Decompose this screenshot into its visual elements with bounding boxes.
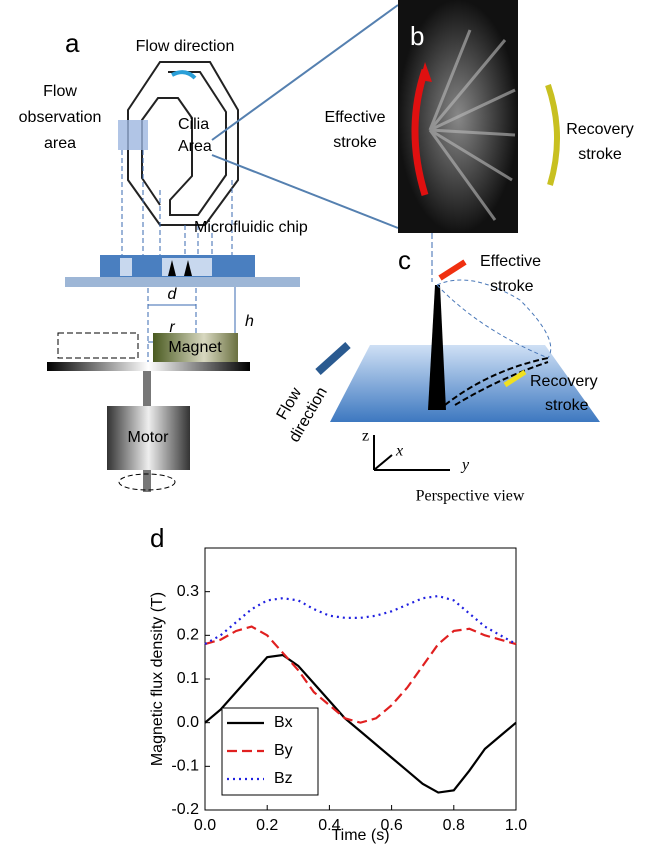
label: stroke bbox=[545, 397, 589, 414]
label: Effective bbox=[480, 253, 541, 270]
legend-label: By bbox=[274, 742, 293, 759]
label: Magnet bbox=[168, 339, 222, 356]
axis-label: y bbox=[460, 457, 470, 474]
label: stroke bbox=[490, 278, 534, 295]
x-tick-label: 0.0 bbox=[194, 817, 216, 834]
label: observation bbox=[19, 109, 102, 126]
y-axis-label: Magnetic flux density (T) bbox=[149, 592, 166, 766]
axis-label: x bbox=[395, 443, 403, 460]
label: stroke bbox=[578, 146, 622, 163]
label: Cilia bbox=[178, 116, 209, 133]
panel-label: a bbox=[65, 28, 80, 58]
magnet-alt bbox=[58, 333, 138, 358]
label: area bbox=[44, 135, 76, 152]
effective-arrow bbox=[440, 262, 465, 278]
observation-area bbox=[118, 120, 148, 150]
panel-label: c bbox=[398, 245, 411, 275]
platform bbox=[47, 362, 250, 371]
base bbox=[65, 277, 300, 287]
label: Recovery bbox=[530, 373, 598, 390]
caption: Perspective view bbox=[416, 488, 525, 505]
series-line bbox=[205, 596, 516, 644]
x-tick-label: 0.8 bbox=[443, 817, 465, 834]
label: Motor bbox=[128, 429, 170, 446]
y-tick-label: -0.1 bbox=[171, 758, 199, 775]
axis-label: z bbox=[362, 428, 369, 445]
y-tick-label: -0.2 bbox=[171, 801, 199, 818]
x-axis-label: Time (s) bbox=[331, 827, 389, 844]
y-tick-label: 0.1 bbox=[177, 670, 199, 687]
legend-label: Bz bbox=[274, 770, 293, 787]
shaft bbox=[143, 371, 151, 406]
legend-label: Bx bbox=[274, 714, 293, 731]
label: d bbox=[168, 286, 178, 303]
label: stroke bbox=[333, 134, 377, 151]
y-tick-label: 0.3 bbox=[177, 583, 199, 600]
y-tick-label: 0.2 bbox=[177, 627, 199, 644]
window bbox=[120, 258, 132, 276]
y-tick-label: 0.0 bbox=[177, 714, 199, 731]
connector bbox=[212, 155, 398, 228]
x-tick-label: 0.2 bbox=[256, 817, 278, 834]
label: Area bbox=[178, 138, 212, 155]
label: Microfluidic chip bbox=[194, 219, 308, 236]
label: Flow direction bbox=[136, 38, 235, 55]
recovery-arrow bbox=[548, 85, 557, 185]
panel-label: b bbox=[410, 21, 424, 51]
flow-arrow bbox=[318, 345, 348, 372]
x-tick-label: 1.0 bbox=[505, 817, 527, 834]
shaft bbox=[143, 470, 151, 492]
figure: a Flow direction Flow observation area C… bbox=[0, 0, 652, 846]
axes bbox=[374, 435, 450, 470]
label: Flow bbox=[43, 83, 77, 100]
flow-arrow bbox=[172, 72, 195, 78]
label: h bbox=[245, 313, 254, 330]
panel-label: d bbox=[150, 523, 164, 553]
label: Effective bbox=[324, 109, 385, 126]
label: Recovery bbox=[566, 121, 634, 138]
